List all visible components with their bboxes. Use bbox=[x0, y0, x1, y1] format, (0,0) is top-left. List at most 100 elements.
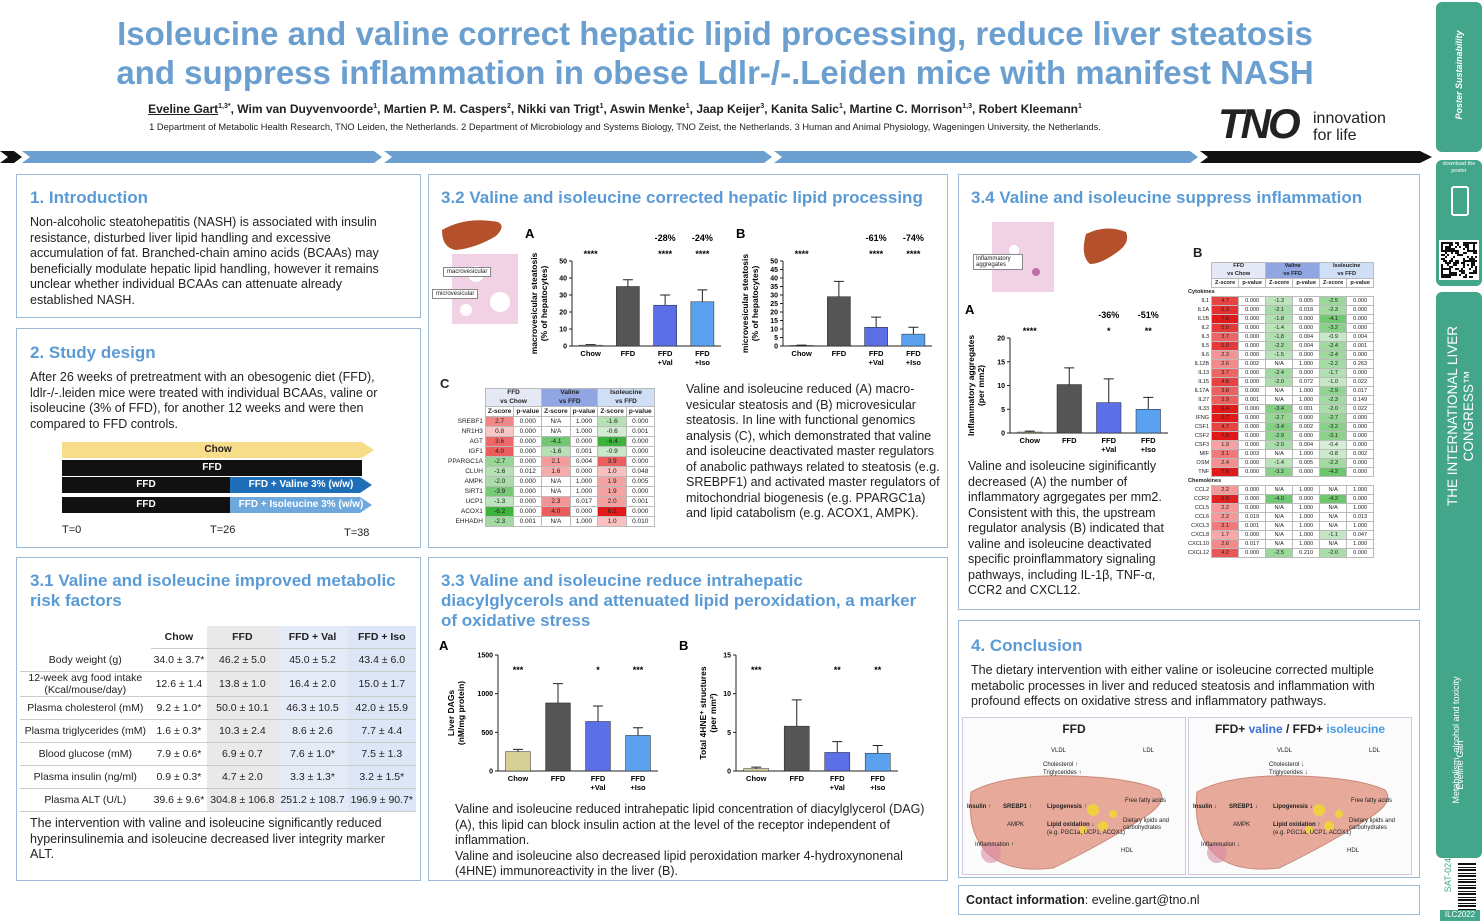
qr-cell bbox=[1469, 260, 1471, 262]
p-value: 1.000 bbox=[1292, 503, 1321, 514]
figure-label: Lipid oxidation ↓ bbox=[1047, 822, 1095, 828]
qr-cell bbox=[1461, 254, 1463, 256]
error-bar bbox=[513, 748, 523, 752]
cell: 3.3 ± 1.3* bbox=[277, 765, 348, 789]
p-value: 0.000 bbox=[1346, 494, 1375, 505]
header-band bbox=[0, 151, 1432, 163]
x-tick-label: FFD +Iso bbox=[870, 774, 886, 792]
qr-cell bbox=[1457, 250, 1459, 252]
percent-change: -28% bbox=[655, 233, 676, 243]
label-line: +Val bbox=[830, 783, 845, 792]
qr-cell bbox=[1451, 274, 1453, 276]
y-axis-label: microvesicular steatosis bbox=[740, 254, 750, 353]
panel-letter: B bbox=[736, 226, 745, 241]
figure-label: Insulin ↓ bbox=[1193, 804, 1217, 810]
contact-panel bbox=[958, 885, 1420, 915]
bar bbox=[743, 768, 770, 772]
qr-cell bbox=[1451, 252, 1453, 254]
x-tick-label: Chow bbox=[508, 774, 529, 783]
row-label: Blood glucose (mM) bbox=[20, 742, 151, 766]
qr-cell bbox=[1447, 254, 1449, 256]
separator: , bbox=[764, 102, 771, 116]
author: Jaap Keijer bbox=[696, 102, 761, 116]
gene-row: CXCL8 1.7 0.000 N/A 1.000 -1.1 0.047 bbox=[1186, 530, 1375, 541]
author-affil: 1 bbox=[1078, 103, 1082, 110]
group-sub: vs FFD bbox=[1283, 270, 1302, 277]
figure-label: Dietary lipids and carbohydrates bbox=[1349, 818, 1396, 831]
p-value: 0.000 bbox=[513, 456, 543, 467]
significance: * bbox=[596, 665, 600, 675]
label-line: FFD bbox=[870, 774, 885, 783]
sub-header: p-value bbox=[1292, 278, 1321, 289]
figure-title: FFD+ valine / FFD+ isoleucine bbox=[1189, 722, 1411, 736]
gene: IL15 bbox=[1198, 379, 1210, 386]
gene-row: IFNG 6.7 0.000 -2.7 0.000 -2.7 0.000 bbox=[1186, 413, 1375, 424]
z-score: 3.8 bbox=[1211, 386, 1240, 397]
gene: IL1 bbox=[1201, 298, 1210, 305]
error-bar bbox=[633, 727, 643, 736]
label-line: Chow bbox=[1020, 436, 1041, 445]
p-value: 0.000 bbox=[1346, 305, 1375, 316]
event-box bbox=[1440, 910, 1480, 921]
y-tick-label: 50 bbox=[770, 259, 778, 266]
error-bar bbox=[872, 744, 883, 754]
z-score: N/A bbox=[1265, 485, 1294, 496]
p-value: 0.000 bbox=[513, 486, 543, 497]
p-value: 0.001 bbox=[625, 426, 655, 437]
p-value: 0.004 bbox=[569, 456, 599, 467]
label-line: FFD bbox=[830, 774, 845, 783]
cell: 12.6 ± 1.4 bbox=[150, 671, 208, 697]
z-score: 4.8 bbox=[1211, 377, 1240, 388]
x-tick-label: FFD bbox=[621, 349, 636, 358]
z-score: 5.3 bbox=[1211, 305, 1240, 316]
significance: * bbox=[1107, 326, 1111, 336]
p-value: 0.005 bbox=[1292, 296, 1321, 307]
z-score: N/A bbox=[541, 486, 571, 497]
y-tick-label: 1000 bbox=[477, 691, 493, 698]
figure-label: AMPK bbox=[1233, 822, 1251, 828]
z-score: -4.0 bbox=[1265, 494, 1294, 505]
error-bar bbox=[751, 766, 762, 769]
time-label: T=0 bbox=[62, 524, 82, 536]
qr-cell bbox=[1463, 258, 1465, 260]
gene: CXCL10 bbox=[1188, 541, 1210, 548]
p-value: 0.000 bbox=[1238, 350, 1267, 361]
gene-row: IL1A 5.3 0.000 -2.1 0.018 -2.3 0.000 bbox=[1186, 305, 1375, 316]
sub-header: p-value bbox=[1238, 278, 1267, 289]
gene-row: IL15 4.8 0.000 -2.0 0.072 -1.0 0.022 bbox=[1186, 377, 1375, 388]
gene: MIF bbox=[1199, 451, 1210, 458]
p-value: 0.017 bbox=[1238, 539, 1267, 550]
z-score: 4.0 bbox=[484, 446, 515, 457]
p-value: 0.000 bbox=[1238, 305, 1267, 316]
congress-box bbox=[1436, 292, 1482, 858]
qr-cell bbox=[1451, 260, 1453, 262]
gene-row: AMPK -2.0 0.000 N/A 1.000 1.9 0.005 bbox=[446, 476, 655, 487]
qr-cell bbox=[1473, 248, 1475, 250]
contact: Contact information: eveline.gart@tno.nl bbox=[966, 893, 1200, 907]
p-value: 1.000 bbox=[1292, 449, 1321, 460]
p-value: 0.000 bbox=[1346, 314, 1375, 325]
y-tick-label: 40 bbox=[770, 276, 778, 283]
error-bar bbox=[660, 294, 671, 306]
z-score: N/A bbox=[541, 476, 571, 487]
y-tick-label: 30 bbox=[770, 293, 778, 300]
figure-label: Lipogenesis ↑ bbox=[1047, 804, 1087, 810]
y-axis-label: (per mm²) bbox=[708, 693, 718, 732]
p-value: 0.000 bbox=[1238, 548, 1267, 559]
z-score: N/A bbox=[1319, 512, 1348, 523]
y-tick-label: 10 bbox=[997, 383, 1005, 390]
p-value: 0.000 bbox=[625, 456, 655, 467]
gene: PPARGC1A bbox=[448, 458, 483, 465]
figure-label: Cholesterol ↓ bbox=[1269, 762, 1305, 768]
figure-label: VLDL bbox=[1051, 748, 1067, 754]
group-name: Valine bbox=[560, 389, 580, 396]
significance: **** bbox=[1023, 326, 1038, 336]
qr-cell bbox=[1449, 244, 1451, 246]
qr-cell bbox=[1445, 268, 1447, 270]
error-bar bbox=[871, 316, 882, 328]
sub-header: p-value bbox=[1346, 278, 1375, 289]
z-score: N/A bbox=[1265, 449, 1294, 460]
qr-cell bbox=[1475, 260, 1477, 262]
z-score: 5.8 bbox=[1211, 494, 1240, 505]
p-value: 0.000 bbox=[513, 436, 543, 447]
